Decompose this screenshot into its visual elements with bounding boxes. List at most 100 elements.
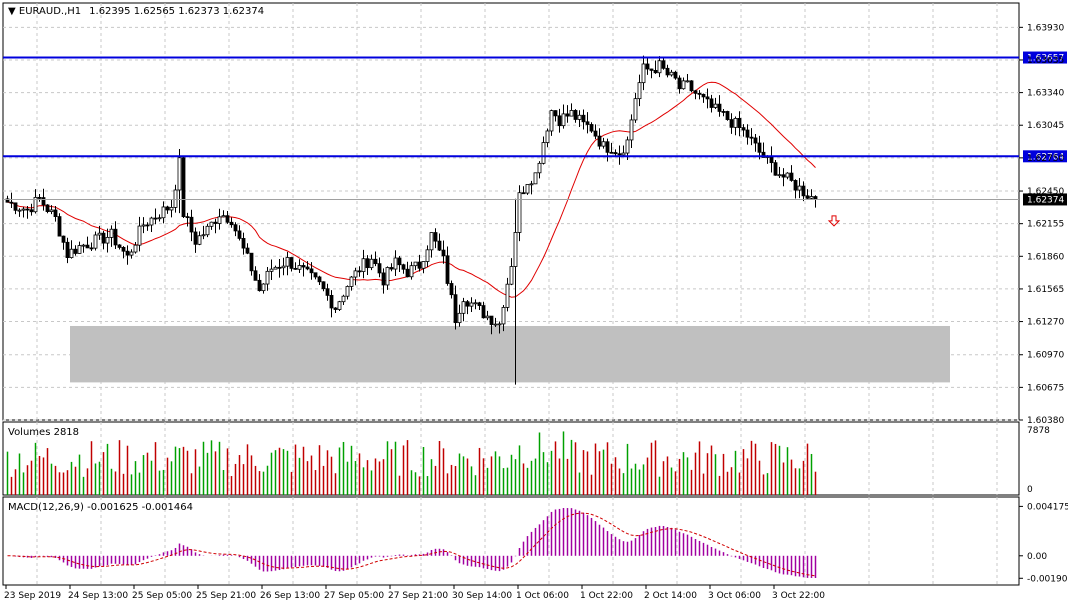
- volume-max-label: 7878: [1027, 426, 1050, 436]
- candle-bear: [693, 90, 698, 94]
- macd-tick-label: -0.001901: [1027, 574, 1068, 584]
- candle-bull: [177, 157, 182, 191]
- candle-bull: [217, 216, 222, 224]
- price-tick-label: 1.63045: [1027, 121, 1064, 131]
- candle-bear: [581, 114, 586, 123]
- candle-bear: [121, 247, 126, 252]
- candle-bull: [281, 265, 286, 269]
- candle-bear: [605, 141, 610, 153]
- candle-bull: [457, 312, 462, 324]
- macd-tick-label: 0.00: [1027, 552, 1047, 562]
- candle-bull: [197, 235, 202, 245]
- candle-bear: [725, 111, 730, 120]
- level-label-bg: [1023, 150, 1067, 163]
- candle-bull: [425, 249, 430, 262]
- candle-bear: [401, 264, 406, 270]
- volume-bars: [6, 431, 817, 495]
- time-tick-label: 27 Sep 05:00: [324, 591, 384, 601]
- candle-bear: [689, 80, 694, 92]
- candle-bear: [697, 92, 702, 95]
- macd-histogram: [7, 508, 817, 578]
- macd-grid: [36, 497, 998, 585]
- price-axis: 1.63930 1.63635 1.63340 1.63045 1.62750 1.624…: [1019, 23, 1064, 426]
- candle-bear: [397, 257, 402, 266]
- candle-bear: [377, 263, 382, 274]
- arrow-down-shape: [827, 215, 841, 227]
- candle-bear: [613, 152, 618, 155]
- candle-bull: [505, 283, 510, 308]
- time-tick-label: 27 Sep 21:00: [388, 591, 448, 601]
- candle-bull: [161, 206, 166, 219]
- candle-bear: [585, 121, 590, 125]
- support-zone: [70, 325, 950, 383]
- candle-bull: [77, 245, 82, 254]
- candle-bear: [781, 174, 786, 178]
- candle-bull: [485, 315, 490, 319]
- candle-bull: [409, 265, 414, 278]
- candle-bull: [669, 71, 674, 76]
- candle-bull: [413, 261, 418, 267]
- candle-bear: [305, 266, 310, 270]
- time-tick-label: 2 Oct 14:00: [644, 591, 697, 601]
- level-label: 1.63657: [1027, 54, 1064, 64]
- horizontal-levels: 1.63657 1.62764 1.62374: [3, 51, 1067, 206]
- candle-bear: [185, 216, 190, 219]
- candle-bull: [513, 232, 518, 267]
- candle-bear: [193, 231, 198, 245]
- candle-bull: [633, 98, 638, 121]
- candle-bear: [433, 232, 438, 242]
- candle-bear: [89, 247, 94, 250]
- candle-bear: [597, 135, 602, 147]
- candle-bear: [249, 252, 254, 272]
- candle-bear: [41, 197, 46, 206]
- candle-bull: [49, 209, 54, 212]
- candle-bull: [541, 142, 546, 164]
- price-tick-label: 1.63340: [1027, 89, 1064, 99]
- candle-bear: [465, 301, 470, 307]
- candle-bear: [333, 307, 338, 310]
- candle-bull: [169, 207, 174, 211]
- time-tick-label: 25 Sep 21:00: [196, 591, 256, 601]
- candle-bear: [301, 265, 306, 268]
- candle-bull: [265, 270, 270, 285]
- candle-bear: [649, 68, 654, 71]
- candle-bear: [117, 244, 122, 248]
- candle-bull: [285, 257, 290, 267]
- volume-panel: Volumes 2818 7878 0: [2, 421, 1050, 496]
- candle-bear: [757, 142, 762, 153]
- macd-plot-area[interactable]: [2, 496, 1020, 586]
- candle-bull: [529, 183, 534, 186]
- candle-bear: [293, 267, 298, 270]
- candle-bull: [273, 266, 278, 270]
- candle-bear: [5, 198, 10, 203]
- candle-bear: [661, 60, 666, 69]
- candle-bull: [33, 197, 38, 213]
- time-tick-label: 1 Oct 22:00: [580, 591, 633, 601]
- price-tick-label: 1.61565: [1027, 285, 1064, 295]
- candle-bull: [361, 258, 366, 272]
- candle-bear: [677, 77, 682, 90]
- candle-bull: [133, 244, 138, 253]
- candle-bear: [521, 192, 526, 195]
- candle-bull: [493, 323, 498, 326]
- candle-bull: [685, 80, 690, 83]
- candle-bull: [537, 162, 542, 174]
- candle-bear: [13, 202, 18, 211]
- candle-bear: [153, 217, 158, 220]
- candle-bull: [149, 217, 154, 226]
- price-tick-label: 1.61270: [1027, 318, 1064, 328]
- candle-bear: [553, 110, 558, 117]
- candle-bull: [641, 63, 646, 84]
- price-tick-label: 1.60675: [1027, 383, 1064, 393]
- candle-bear: [241, 238, 246, 249]
- candle-bear: [449, 283, 454, 296]
- candle-bear: [753, 137, 758, 144]
- candle-bull: [221, 215, 226, 218]
- candle-bull: [385, 267, 390, 286]
- candle-bull: [785, 172, 790, 178]
- candle-bull: [353, 270, 358, 278]
- candle-bear: [381, 272, 386, 286]
- candle-bear: [25, 208, 30, 211]
- candle-bull: [561, 113, 566, 127]
